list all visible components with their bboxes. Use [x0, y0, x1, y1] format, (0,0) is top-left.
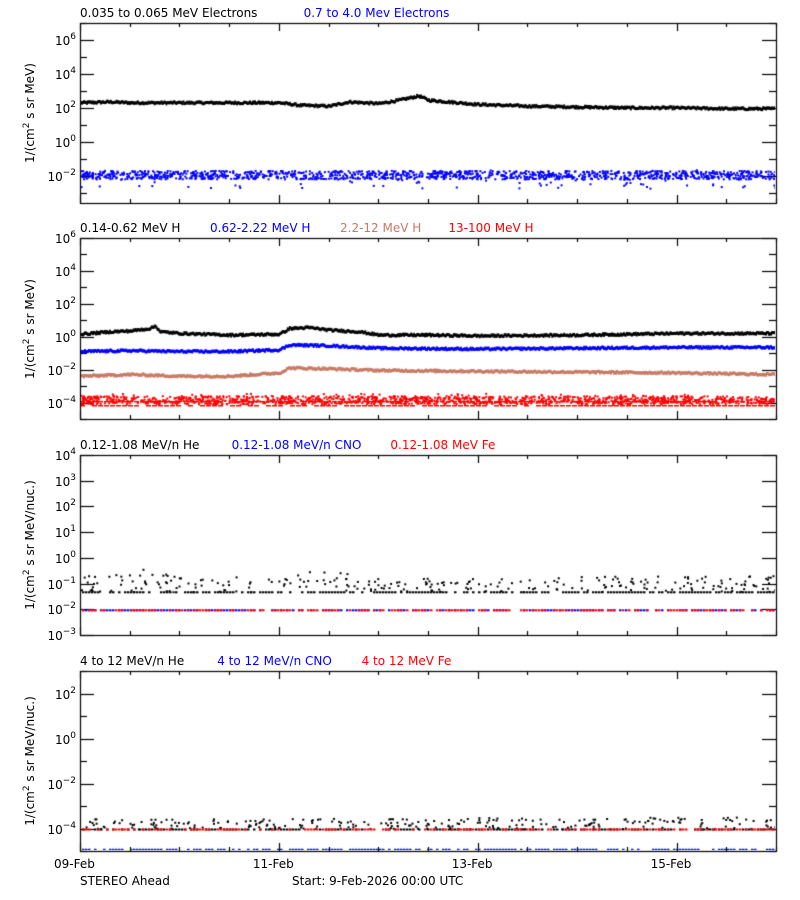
y-tick-label: 100: [54, 328, 76, 345]
y-tick-label: 102: [54, 99, 76, 116]
y-tick-label: 100: [54, 549, 76, 566]
y-tick-label: 100: [54, 133, 76, 150]
legend-entry: 0.62-2.22 MeV H: [210, 221, 311, 235]
legend-entry: 0.12-1.08 MeV/n CNO: [231, 438, 362, 452]
y-tick-label: 102: [54, 295, 76, 312]
y-tick-label: 10−3: [47, 627, 76, 644]
y-tick-label: 106: [54, 230, 76, 247]
legend-entry: 0.12-1.08 MeV Fe: [390, 438, 496, 452]
spacecraft-label: STEREO Ahead: [80, 874, 170, 888]
y-tick-label: 104: [54, 262, 76, 279]
y-axis-title: 1/(cm2 s sr MeV/nuc.): [22, 696, 37, 826]
legend-entry: 2.2-12 MeV H: [340, 221, 422, 235]
y-tick-label: 10−4: [47, 394, 76, 411]
y-tick-label: 101: [54, 524, 76, 541]
legend-entry: 13-100 MeV H: [448, 221, 534, 235]
legend-entry: 0.14-0.62 MeV H: [80, 221, 181, 235]
x-tick-label: 11-Feb: [252, 857, 294, 871]
x-tick-label: 15-Feb: [650, 857, 692, 871]
legend-entry: 4 to 12 MeV/n CNO: [217, 654, 332, 668]
y-tick-label: 10−1: [47, 575, 76, 592]
y-axis-title: 1/(cm2 s sr MeV/nuc.): [22, 480, 37, 610]
y-tick-label: 10−2: [47, 601, 76, 618]
y-tick-label: 10−4: [47, 820, 76, 837]
legend-entry: 0.035 to 0.065 MeV Electrons: [80, 6, 258, 20]
y-tick-label: 102: [54, 498, 76, 515]
y-tick-label: 100: [54, 730, 76, 747]
legend-entry: 4 to 12 MeV Fe: [361, 654, 452, 668]
y-axis-title: 1/(cm2 s sr MeV): [22, 63, 37, 163]
legend-entry: 0.7 to 4.0 Mev Electrons: [303, 6, 450, 20]
y-tick-label: 103: [54, 472, 76, 489]
start-time-label: Start: 9-Feb-2026 00:00 UTC: [292, 874, 464, 888]
x-tick-label: 13-Feb: [451, 857, 493, 871]
y-tick-label: 106: [54, 31, 76, 48]
y-tick-label: 10−2: [47, 775, 76, 792]
y-tick-label: 104: [54, 447, 76, 464]
legend-entry: 4 to 12 MeV/n He: [80, 654, 185, 668]
x-tick-label: 09-Feb: [54, 857, 95, 871]
y-axis-title: 1/(cm2 s sr MeV): [22, 278, 37, 379]
legend-entry: 0.12-1.08 MeV/n He: [80, 438, 200, 452]
y-tick-label: 102: [54, 685, 76, 702]
y-tick-label: 10−2: [47, 167, 76, 184]
y-tick-label: 104: [54, 65, 76, 82]
y-tick-label: 10−2: [47, 361, 76, 378]
